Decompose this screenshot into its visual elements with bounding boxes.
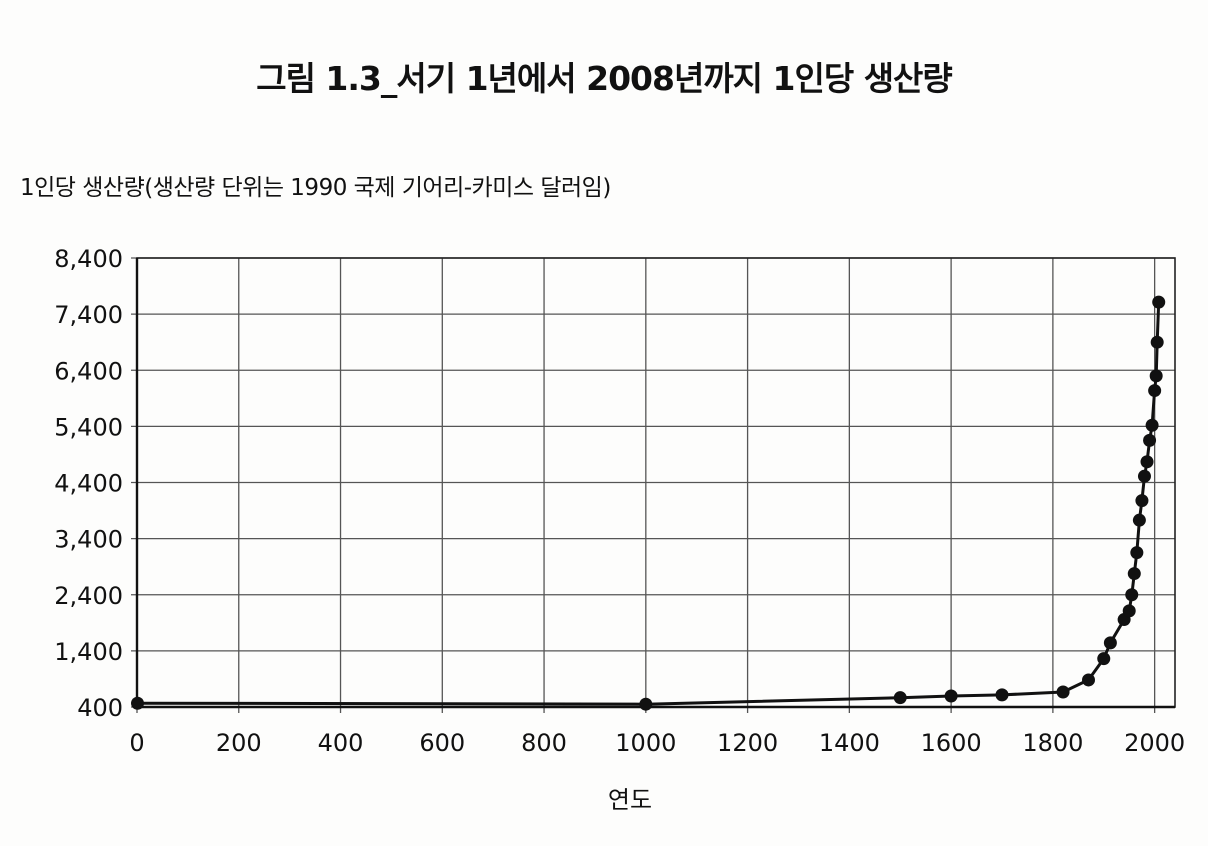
y-tick-label: 2,400 bbox=[54, 582, 123, 610]
chart-title: 그림 1.3_서기 1년에서 2008년까지 1인당 생산량 bbox=[256, 59, 953, 98]
data-point bbox=[1097, 652, 1111, 666]
data-point bbox=[1137, 469, 1151, 483]
data-point bbox=[1130, 546, 1144, 560]
x-tick-label: 2000 bbox=[1124, 729, 1185, 757]
data-point bbox=[1103, 636, 1117, 650]
x-tick-label: 800 bbox=[521, 729, 567, 757]
y-tick-label: 7,400 bbox=[54, 301, 123, 329]
x-axis-title: 연도 bbox=[608, 786, 652, 814]
data-point bbox=[1082, 673, 1095, 687]
x-tick-label: 0 bbox=[129, 729, 144, 757]
grid-lines bbox=[131, 257, 1175, 713]
x-tick-label: 1200 bbox=[717, 729, 778, 757]
data-point bbox=[639, 697, 653, 711]
data-point bbox=[1148, 384, 1162, 398]
data-point bbox=[1150, 335, 1164, 349]
x-tick-labels: 0 200 400 600 800 1000 1200 1400 1600 1800 2000 bbox=[129, 729, 1185, 757]
x-tick-label: 600 bbox=[419, 729, 465, 757]
data-point bbox=[995, 688, 1009, 702]
y-tick-label: 5,400 bbox=[54, 413, 123, 441]
y-tick-label: 400 bbox=[77, 694, 123, 722]
data-point bbox=[1149, 369, 1163, 383]
series-line bbox=[137, 302, 1161, 706]
data-point bbox=[1140, 455, 1154, 469]
x-tick-label: 1000 bbox=[615, 729, 676, 757]
data-point bbox=[1132, 513, 1146, 527]
x-tick-label: 1600 bbox=[921, 729, 982, 757]
y-tick-label: 1,400 bbox=[54, 638, 123, 666]
y-tick-label: 8,400 bbox=[54, 245, 123, 273]
data-point bbox=[1125, 588, 1139, 602]
data-point bbox=[1145, 418, 1159, 432]
data-point bbox=[893, 691, 907, 705]
y-tick-label: 4,400 bbox=[54, 470, 123, 498]
data-points bbox=[131, 295, 1166, 711]
plot-frame bbox=[135, 257, 1176, 709]
data-point bbox=[1143, 433, 1157, 447]
y-tick-label: 6,400 bbox=[54, 357, 123, 385]
x-tick-label: 400 bbox=[318, 729, 364, 757]
series-line-group bbox=[137, 302, 1161, 706]
data-point bbox=[131, 696, 145, 710]
data-point bbox=[944, 689, 958, 703]
y-tick-labels: 8,400 7,400 6,400 5,400 4,400 3,400 2,400 1,400… bbox=[54, 245, 123, 722]
y-tick-label: 3,400 bbox=[54, 526, 123, 554]
data-point bbox=[1152, 295, 1166, 309]
x-tick-label: 1400 bbox=[819, 729, 880, 757]
data-point bbox=[1127, 567, 1141, 581]
data-point bbox=[1122, 604, 1136, 618]
x-tick-label: 200 bbox=[216, 729, 262, 757]
data-point bbox=[1056, 685, 1070, 699]
y-axis-label: 1인당 생산량(생산량 단위는 1990 국제 기어리-카미스 달러임) bbox=[20, 175, 611, 201]
data-point bbox=[1135, 494, 1149, 508]
x-tick-label: 1800 bbox=[1022, 729, 1083, 757]
